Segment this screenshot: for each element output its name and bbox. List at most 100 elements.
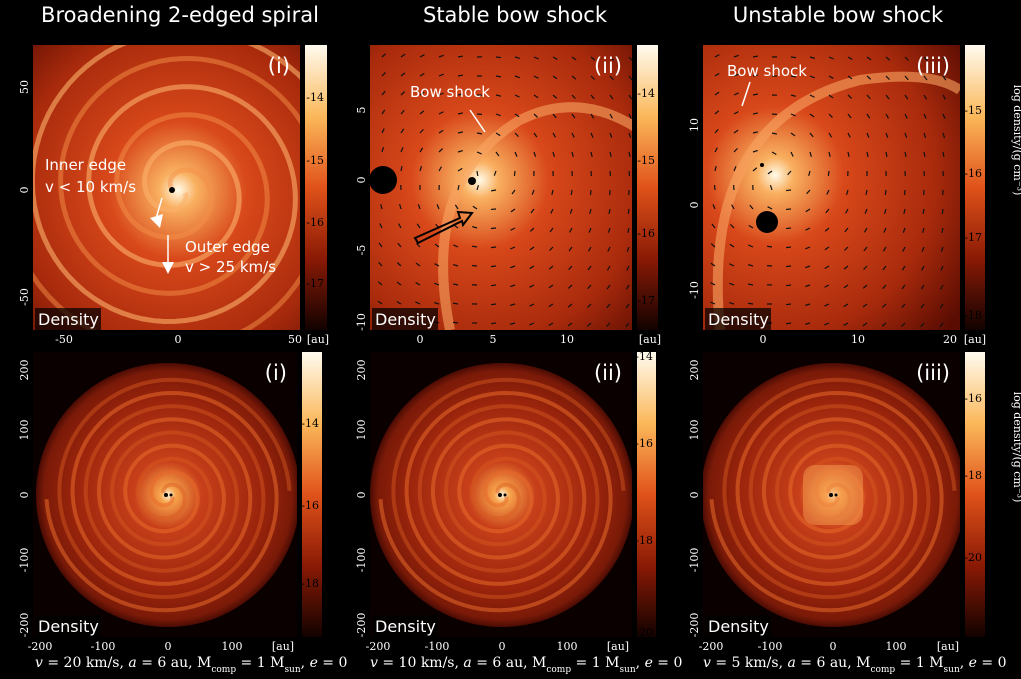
- quantity-label: Density: [375, 617, 436, 636]
- x-tick-label: 0: [830, 640, 837, 653]
- star: [468, 177, 476, 185]
- caption-part: = 20 km/s,: [43, 655, 128, 671]
- caption-part: a: [463, 655, 471, 671]
- column-title: Stable bow shock: [423, 3, 608, 27]
- x-tick-label: -100: [758, 640, 783, 653]
- y-tick-label: -100: [688, 548, 701, 573]
- caption-part: sun: [619, 665, 635, 675]
- caption-part: sun: [284, 665, 300, 675]
- x-tick-label: -200: [699, 640, 724, 653]
- density-image: [703, 45, 960, 330]
- colorbar-tick-label: -15: [637, 154, 655, 167]
- x-tick-label: 0: [175, 333, 182, 346]
- caption-part: = 1 M: [895, 655, 943, 671]
- velocity-arrow: [767, 246, 772, 247]
- caption-part: v: [703, 655, 711, 671]
- colorbar-title: log density/(g cm⁻³): [1011, 85, 1021, 196]
- y-tick-label: 100: [355, 420, 368, 441]
- caption-part: ,: [636, 655, 645, 671]
- velocity-arrow: [786, 247, 791, 248]
- colorbar-tick-label: -14: [637, 87, 655, 100]
- star: [829, 493, 833, 497]
- colorbar-tick-label: -14: [301, 417, 319, 430]
- velocity-arrow: [496, 76, 501, 77]
- velocity-arrow: [772, 114, 777, 115]
- y-tick-label: 200: [18, 360, 31, 381]
- star: [170, 494, 173, 497]
- y-tick-label: -5: [355, 245, 368, 256]
- panel-label: (iii): [916, 54, 950, 78]
- quantity-label: Density: [708, 310, 769, 329]
- caption-part: sun: [944, 665, 960, 675]
- velocity-arrow: [491, 228, 496, 229]
- x-tick-label: 10: [560, 333, 574, 346]
- colorbar-tick-label: -16: [964, 167, 982, 180]
- caption-part: comp: [870, 665, 895, 675]
- y-tick-label: 5: [355, 107, 368, 114]
- x-tick-label: -100: [91, 640, 116, 653]
- colorbar: [302, 352, 322, 637]
- velocity-arrow: [786, 304, 791, 305]
- velocity-arrow: [786, 228, 791, 229]
- y-tick-label: 100: [18, 420, 31, 441]
- annotation: Outer edge: [185, 238, 270, 256]
- star: [756, 211, 778, 233]
- x-tick-label: 100: [222, 640, 243, 653]
- velocity-arrow: [453, 303, 458, 304]
- velocity-arrow: [786, 266, 791, 267]
- caption-part: = 0: [977, 655, 1007, 671]
- velocity-arrow: [885, 190, 886, 195]
- colorbar-tick-label: -16: [301, 499, 319, 512]
- x-tick-label: -200: [366, 640, 391, 653]
- caption-part: = 1 M: [571, 655, 619, 671]
- axis-unit: [au]: [937, 640, 959, 653]
- x-tick-label: 5: [490, 333, 497, 346]
- velocity-arrow: [786, 285, 791, 286]
- y-tick-label: -200: [355, 613, 368, 638]
- y-tick-label: -200: [18, 613, 31, 638]
- star: [504, 494, 507, 497]
- x-tick-label: 0: [760, 333, 767, 346]
- y-tick-label: -200: [688, 613, 701, 638]
- caption-part: a: [787, 655, 795, 671]
- y-tick-label: -50: [18, 288, 31, 306]
- colorbar-tick-label: -20: [635, 626, 653, 639]
- star: [164, 493, 168, 497]
- caption-part: e: [310, 655, 318, 671]
- velocity-arrow: [496, 57, 501, 58]
- caption-part: = 6 au, M: [472, 655, 547, 671]
- caption-part: = 6 au, M: [137, 655, 212, 671]
- colorbar-tick-label: -16: [637, 227, 655, 240]
- x-tick-label: -200: [28, 640, 53, 653]
- velocity-arrow: [491, 304, 496, 305]
- x-tick-label: 100: [557, 640, 578, 653]
- velocity-arrow: [628, 209, 629, 214]
- caption-part: ,: [960, 655, 969, 671]
- caption-part: = 0: [318, 655, 348, 671]
- annotation: Bow shock: [727, 62, 807, 80]
- y-tick-label: 0: [18, 492, 31, 499]
- axis-unit: [au]: [607, 640, 629, 653]
- colorbar-tick-label: -17: [306, 277, 324, 290]
- y-tick-label: 0: [18, 187, 31, 194]
- axis-unit: [au]: [639, 333, 661, 346]
- y-tick-label: 50: [18, 80, 31, 94]
- caption-part: comp: [546, 665, 571, 675]
- velocity-arrow: [491, 323, 496, 324]
- y-tick-label: 200: [688, 360, 701, 381]
- colorbar-tick-label: -14: [306, 91, 324, 104]
- panel-label: (ii): [594, 54, 622, 78]
- y-tick-label: 0: [688, 202, 701, 209]
- y-tick-label: 10: [688, 118, 701, 132]
- caption-part: e: [969, 655, 977, 671]
- x-tick-label: 20: [943, 333, 957, 346]
- x-tick-label: 0: [165, 640, 172, 653]
- caption-part: = 0: [653, 655, 683, 671]
- colorbar-title: log density/(g cm⁻³): [1011, 392, 1021, 503]
- density-image: [33, 352, 300, 637]
- colorbar-tick-label: -16: [964, 392, 982, 405]
- annotation: v > 25 km/s: [185, 258, 276, 276]
- panel-label: (i): [265, 361, 287, 385]
- axis-unit: [au]: [272, 640, 294, 653]
- velocity-arrow: [477, 171, 478, 176]
